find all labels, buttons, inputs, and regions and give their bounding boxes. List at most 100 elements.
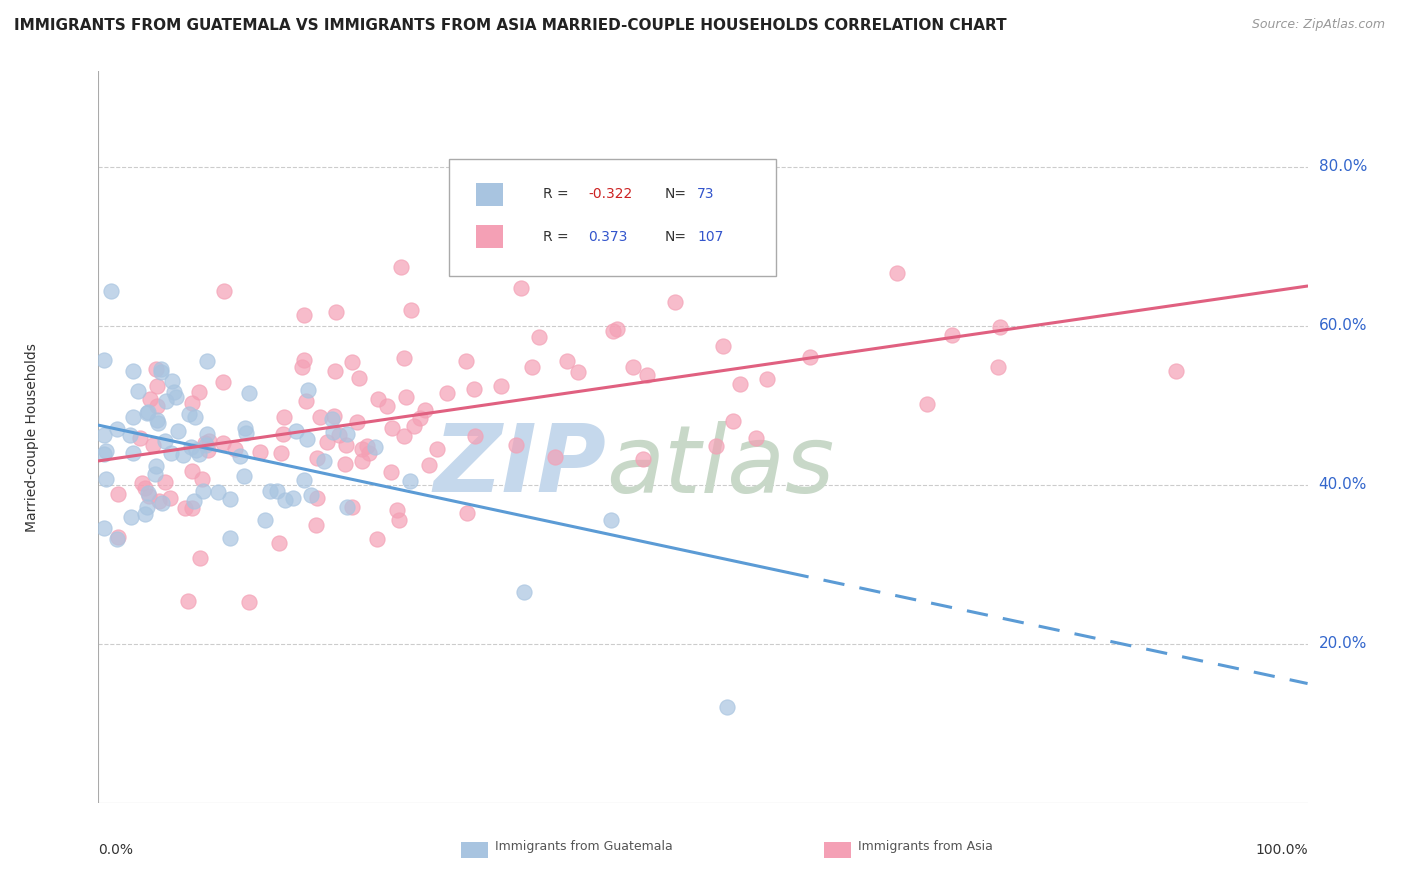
Point [366, 532, 388, 546]
Point [121, 509, 143, 524]
Point [297, 433, 319, 447]
Point [340, 355, 363, 369]
Point [389, 260, 412, 274]
Point [321, 412, 343, 426]
Text: Immigrants from Guatemala: Immigrants from Guatemala [495, 840, 673, 853]
Point [233, 420, 256, 434]
Point [163, 385, 186, 400]
Point [664, 295, 686, 310]
Point [413, 403, 436, 417]
Point [131, 475, 153, 490]
Point [325, 364, 347, 378]
Point [177, 594, 200, 608]
Point [631, 452, 654, 467]
Point [305, 517, 328, 532]
Point [335, 457, 357, 471]
Point [636, 368, 658, 382]
Text: N=: N= [664, 187, 686, 202]
Text: R =: R = [543, 229, 578, 244]
Text: 73: 73 [697, 187, 714, 202]
Point [121, 409, 143, 424]
Point [96, 444, 118, 458]
Point [142, 438, 165, 452]
Point [509, 280, 531, 294]
Point [567, 366, 589, 380]
Point [426, 442, 449, 457]
Point [322, 425, 344, 440]
Point [138, 405, 160, 419]
Point [544, 450, 567, 465]
Text: 20.0%: 20.0% [1319, 636, 1367, 651]
Point [122, 446, 145, 460]
Point [346, 415, 368, 429]
Text: Source: ZipAtlas.com: Source: ZipAtlas.com [1251, 18, 1385, 31]
Point [418, 458, 440, 473]
Point [721, 414, 744, 428]
Point [148, 417, 170, 431]
Point [121, 364, 143, 378]
Point [238, 386, 260, 401]
Point [1164, 364, 1187, 378]
Point [505, 438, 527, 452]
Point [194, 436, 217, 450]
Point [160, 375, 183, 389]
Point [394, 351, 416, 366]
Point [325, 304, 347, 318]
Point [299, 487, 322, 501]
Point [155, 393, 177, 408]
Point [513, 585, 536, 599]
Point [292, 352, 315, 367]
Point [711, 339, 734, 353]
Point [145, 459, 167, 474]
Point [197, 443, 219, 458]
Point [190, 472, 212, 486]
Point [886, 266, 908, 280]
Point [145, 362, 167, 376]
Text: 0.0%: 0.0% [98, 843, 134, 857]
Point [367, 392, 389, 406]
Point [195, 426, 218, 441]
Point [399, 474, 422, 488]
FancyBboxPatch shape [824, 841, 851, 858]
Point [297, 383, 319, 397]
Point [143, 467, 166, 481]
Point [146, 379, 169, 393]
Point [315, 434, 337, 449]
Text: N=: N= [664, 229, 686, 244]
Point [281, 491, 304, 505]
Point [436, 386, 458, 401]
Point [134, 507, 156, 521]
Point [219, 531, 242, 545]
Point [555, 354, 578, 368]
Point [165, 390, 187, 404]
Point [184, 410, 207, 425]
Point [138, 489, 160, 503]
Point [148, 494, 170, 508]
Point [105, 532, 128, 546]
Text: 0.373: 0.373 [588, 229, 627, 244]
Text: IMMIGRANTS FROM GUATEMALA VS IMMIGRANTS FROM ASIA MARRIED-COUPLE HOUSEHOLDS CORR: IMMIGRANTS FROM GUATEMALA VS IMMIGRANTS … [14, 18, 1007, 33]
Point [136, 485, 159, 500]
Point [270, 446, 292, 460]
Point [409, 411, 432, 425]
Point [150, 496, 173, 510]
Point [987, 360, 1010, 375]
Point [180, 464, 202, 478]
Point [755, 372, 778, 386]
Point [235, 426, 257, 441]
Point [464, 429, 486, 443]
Point [292, 473, 315, 487]
Point [522, 359, 544, 374]
Point [195, 353, 218, 368]
Point [375, 399, 398, 413]
Point [224, 442, 246, 456]
Point [180, 501, 202, 516]
Point [600, 513, 623, 527]
Point [285, 424, 308, 438]
Text: R =: R = [543, 187, 574, 202]
Point [291, 360, 314, 375]
Point [335, 426, 357, 441]
Point [135, 406, 157, 420]
Point [292, 309, 315, 323]
Point [387, 513, 409, 527]
